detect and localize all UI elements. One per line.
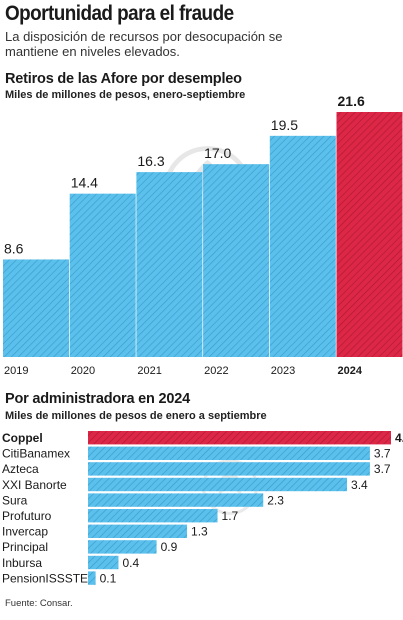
hbar-value-Principal: 0.9 [161, 540, 178, 554]
hbar-value-XXI Banorte: 3.4 [351, 478, 368, 492]
bar-2022 [203, 164, 270, 357]
hbar-value-CitiBanamex: 3.7 [374, 447, 391, 461]
source-note: Fuente: Consar. [5, 598, 73, 609]
bar-2023 [269, 135, 336, 357]
category-label-Sura: Sura [2, 493, 28, 507]
value-label-2021: 16.3 [137, 153, 164, 169]
hbar-Azteca [88, 462, 370, 476]
category-label-Invercap: Invercap [2, 525, 48, 539]
hbar-Coppel [88, 431, 391, 445]
tick-label-2020: 2020 [71, 365, 95, 377]
hbar-value-Azteca: 3.7 [374, 462, 391, 476]
page-title: Oportunidad para el fraude [5, 2, 234, 25]
hbar-CitiBanamex [88, 446, 370, 460]
hbar-Profuturo [88, 509, 218, 523]
bar-2019 [3, 259, 69, 357]
hbar-Sura [88, 493, 264, 507]
category-label-XXI Banorte: XXI Banorte [2, 478, 67, 492]
category-label-Principal: Principal [2, 540, 48, 554]
hbar-value-Profuturo: 1.7 [222, 509, 239, 523]
tick-label-2021: 2021 [137, 365, 161, 377]
chart2-title: Por administradora en 2024 [5, 391, 190, 407]
hbar-Invercap [88, 524, 188, 538]
tick-label-2023: 2023 [271, 365, 295, 377]
chart-retiros-por-anio: 8.6 2019 14.4 2020 16.3 2021 17.0 2022 19.5 2023 2… [3, 93, 403, 377]
category-label-CitiBanamex: CitiBanamex [2, 447, 70, 461]
chart2-subtitle: Miles de millones de pesos de enero a se… [5, 410, 267, 422]
hbar-value-Invercap: 1.3 [191, 525, 208, 539]
category-label-Profuturo: Profuturo [2, 509, 52, 523]
tick-label-2024: 2024 [338, 365, 363, 377]
bar-2020 [69, 193, 136, 357]
tick-label-2019: 2019 [4, 365, 28, 377]
hbar-value-PensionISSSTE: 0.1 [100, 571, 117, 585]
chart1-subtitle: Miles de millones de pesos, enero-septie… [5, 89, 246, 101]
hbar-PensionISSSTE [88, 571, 96, 585]
value-label-2022: 17.0 [204, 145, 231, 161]
chart1-title: Retiros de las Afore por desempleo [5, 71, 242, 87]
category-label-PensionISSSTE: PensionISSSTE [2, 571, 88, 585]
value-label-2019: 8.6 [4, 240, 24, 256]
hbar-Principal [88, 540, 157, 554]
bar-2024 [336, 112, 403, 357]
value-label-2020: 14.4 [71, 175, 98, 191]
page-subtitle: La disposición de recursos por desocupac… [5, 29, 283, 59]
value-label-2023: 19.5 [271, 117, 298, 133]
tick-label-2022: 2022 [204, 365, 228, 377]
category-label-Coppel: Coppel [2, 431, 43, 445]
hbar-value-Inbursa: 0.4 [122, 556, 139, 570]
hbar-value-Sura: 2.3 [267, 493, 284, 507]
category-label-Inbursa: Inbursa [2, 556, 42, 570]
hbar-XXI Banorte [88, 477, 348, 492]
bar-2021 [136, 172, 203, 357]
chart-por-administradora: Coppel 4.2 CitiBanamex 3.7 Azteca 3.7 XXI Bano… [2, 431, 403, 585]
hbar-value-Coppel: 4.2 [395, 431, 403, 445]
category-label-Azteca: Azteca [2, 462, 39, 476]
hbar-Inbursa [88, 555, 119, 570]
value-label-2024: 21.6 [338, 93, 365, 109]
